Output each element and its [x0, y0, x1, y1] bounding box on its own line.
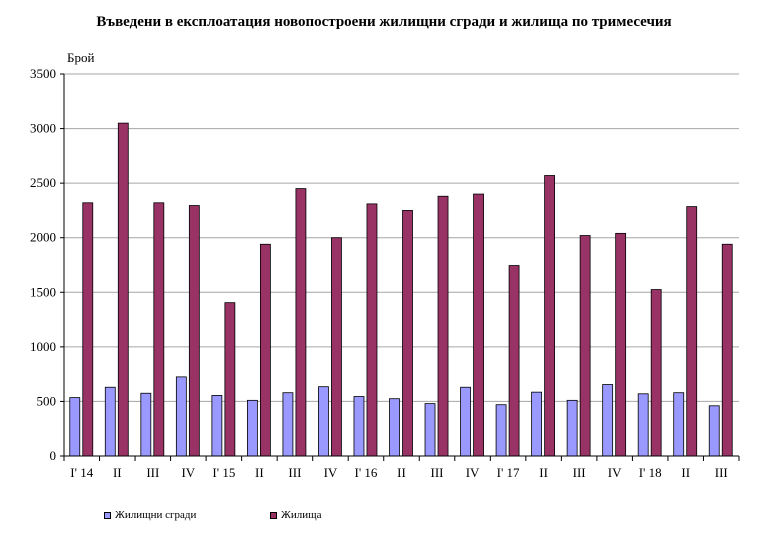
legend-swatch-dwellings: [270, 511, 277, 519]
legend-item-buildings: Жилищни сгради: [104, 509, 196, 521]
x-tick-label: II: [113, 465, 122, 480]
bar-buildings: [140, 392, 152, 457]
bar-buildings: [69, 397, 81, 457]
bar-buildings: [566, 399, 578, 457]
y-axis-ticks: 0 500 1000 1500 2000 2500 3000 3500: [30, 66, 64, 463]
bar-dwellings: [437, 195, 449, 457]
y-tick-label: 3500: [30, 66, 56, 81]
x-tick-label: II: [539, 465, 548, 480]
bar-dwellings: [686, 206, 698, 457]
bar-dwellings: [473, 193, 484, 457]
x-tick-label: I' 14: [70, 465, 93, 480]
y-tick-label: 3000: [30, 121, 56, 136]
bar-dwellings: [153, 202, 165, 457]
bar-dwellings: [402, 210, 413, 457]
y-axis-label: Брой: [67, 50, 94, 65]
y-tick-label: 1000: [30, 339, 56, 354]
x-tick-label: IV: [608, 465, 622, 480]
bar-buildings: [424, 403, 436, 457]
bar-buildings: [211, 395, 223, 457]
x-tick-label: III: [431, 465, 444, 480]
legend-label-dwellings: Жилища: [281, 509, 322, 521]
bar-buildings: [637, 393, 649, 457]
chart-title: Въведени в експлоатация новопостроени жи…: [96, 14, 672, 30]
bar-buildings: [708, 405, 720, 457]
x-tick-label: IV: [181, 465, 195, 480]
bar-dwellings: [188, 205, 200, 457]
bar-buildings: [104, 386, 116, 457]
legend-swatch-buildings: [104, 511, 111, 519]
bar-buildings: [389, 398, 400, 457]
x-tick-label: I' 18: [639, 465, 662, 480]
bar-buildings: [175, 376, 187, 457]
bar-dwellings: [259, 243, 271, 457]
bar-dwellings: [650, 289, 662, 457]
bar-dwellings: [508, 265, 520, 457]
x-tick-label: II: [255, 465, 264, 480]
bar-buildings: [353, 396, 365, 457]
x-tick-label: I' 15: [212, 465, 235, 480]
bar-dwellings: [331, 237, 342, 457]
bar-dwellings: [544, 175, 556, 457]
bar-dwellings: [366, 203, 378, 457]
gridlines: [64, 73, 739, 402]
bar-dwellings: [224, 302, 236, 457]
bar-buildings: [246, 399, 258, 457]
bar-dwellings: [295, 188, 307, 457]
x-tick-label: III: [715, 465, 728, 480]
legend-label-buildings: Жилищни сгради: [115, 509, 197, 521]
bar-buildings: [602, 384, 614, 457]
x-tick-label: II: [681, 465, 690, 480]
x-tick-label: IV: [324, 465, 338, 480]
x-tick-label: III: [288, 465, 301, 480]
legend-item-dwellings: Жилища: [270, 509, 321, 521]
bar-buildings: [673, 392, 685, 457]
x-tick-label: II: [397, 465, 406, 480]
x-tick-label: IV: [466, 465, 480, 480]
axes: [63, 74, 739, 457]
bar-buildings: [460, 386, 471, 457]
bar-dwellings: [117, 122, 129, 457]
y-tick-label: 500: [37, 393, 57, 408]
bar-buildings: [531, 391, 543, 457]
bar-buildings: [495, 404, 507, 457]
x-axis-ticks: I' 14 II III IV I' 15 II III IV I' 16 II III IV I' 1…: [63, 456, 740, 480]
bar-dwellings: [615, 232, 627, 457]
bar-buildings: [318, 386, 329, 457]
x-tick-label: I' 16: [355, 465, 378, 480]
x-tick-label: III: [573, 465, 586, 480]
bar-dwellings: [579, 235, 591, 457]
y-tick-label: 2000: [30, 230, 56, 245]
y-tick-label: 1500: [30, 284, 56, 299]
y-tick-label: 0: [50, 448, 57, 463]
bars: [69, 122, 733, 457]
x-tick-label: I' 17: [497, 465, 520, 480]
bar-buildings: [282, 392, 294, 457]
bar-dwellings: [721, 243, 733, 457]
bar-dwellings: [82, 202, 94, 457]
y-tick-label: 2500: [30, 175, 56, 190]
x-tick-label: III: [146, 465, 159, 480]
